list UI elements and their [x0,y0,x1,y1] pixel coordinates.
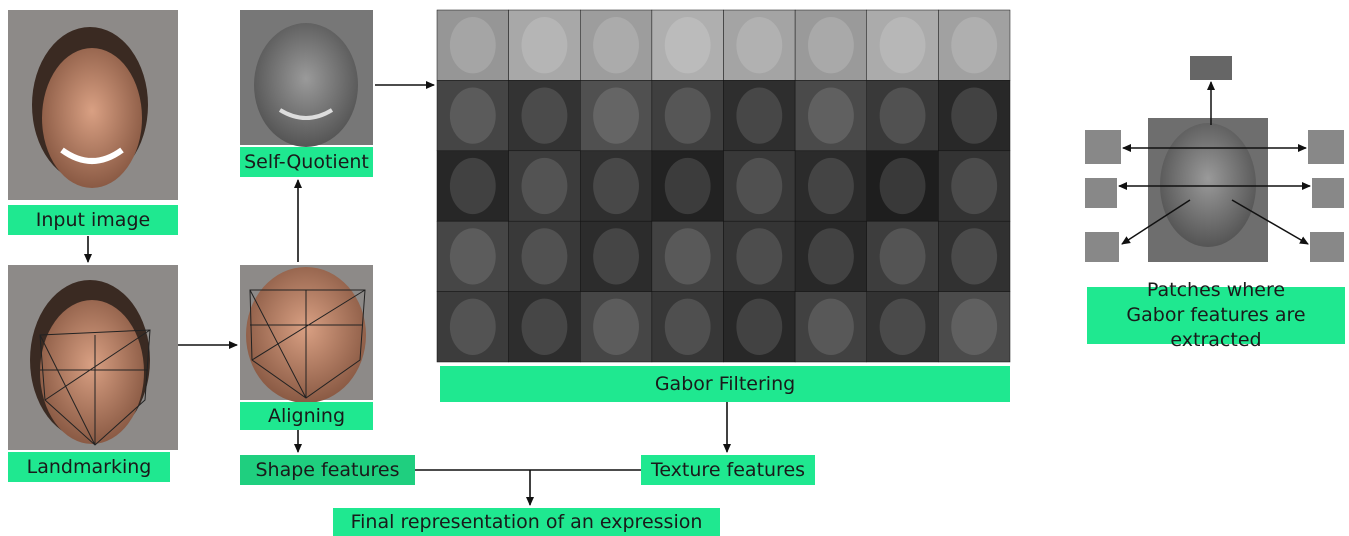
gabor-face [593,17,639,73]
gabor-face [450,299,496,355]
gabor-face [951,158,997,214]
gabor-face [522,17,568,73]
gabor-face [665,158,711,214]
node-label: Input image [8,205,178,235]
gabor-face [593,228,639,284]
gabor-face [450,87,496,143]
patches-label: Patches where Gabor features are extract… [1087,287,1345,344]
patch-figure [1085,56,1344,262]
node-label: Aligning [240,402,373,430]
gabor-face [951,228,997,284]
gabor-face [665,299,711,355]
gabor-face [808,158,854,214]
gabor-face [593,158,639,214]
landmark-photo [8,265,178,450]
gabor-face [736,17,782,73]
gabor-face [880,17,926,73]
gabor-face [522,158,568,214]
gabor-face [808,87,854,143]
page: Input image Landmarking Aligning Self-Qu… [0,0,1349,536]
gabor-face [880,228,926,284]
gabor-face [951,87,997,143]
node-label: Gabor Filtering [440,366,1010,402]
gabor-face [522,228,568,284]
gabor-face [951,299,997,355]
gabor-face [808,17,854,73]
gabor-face [665,228,711,284]
node-label: Texture features [641,455,815,485]
gabor-face [808,228,854,284]
gabor-face [522,299,568,355]
gabor-face [593,87,639,143]
node-label: Final representation of an expression [333,508,720,536]
self-quotient-photo [240,10,373,147]
gabor-face [665,17,711,73]
gabor-face [880,158,926,214]
node-label: Self-Quotient [240,147,373,177]
gabor-face [736,87,782,143]
gabor-face [522,87,568,143]
gabor-face [736,299,782,355]
gabor-face [736,158,782,214]
gabor-face [450,17,496,73]
gabor-face [880,87,926,143]
node-label: Shape features [240,455,415,485]
gabor-face [450,158,496,214]
gabor-face [450,228,496,284]
gabor-face [665,87,711,143]
aligned-photo [240,265,373,403]
gabor-grid [437,10,1010,362]
gabor-face [951,17,997,73]
gabor-face [736,228,782,284]
gabor-face [808,299,854,355]
gabor-face [880,299,926,355]
node-label: Landmarking [8,452,170,482]
gabor-face [593,299,639,355]
input-photo [8,10,178,200]
